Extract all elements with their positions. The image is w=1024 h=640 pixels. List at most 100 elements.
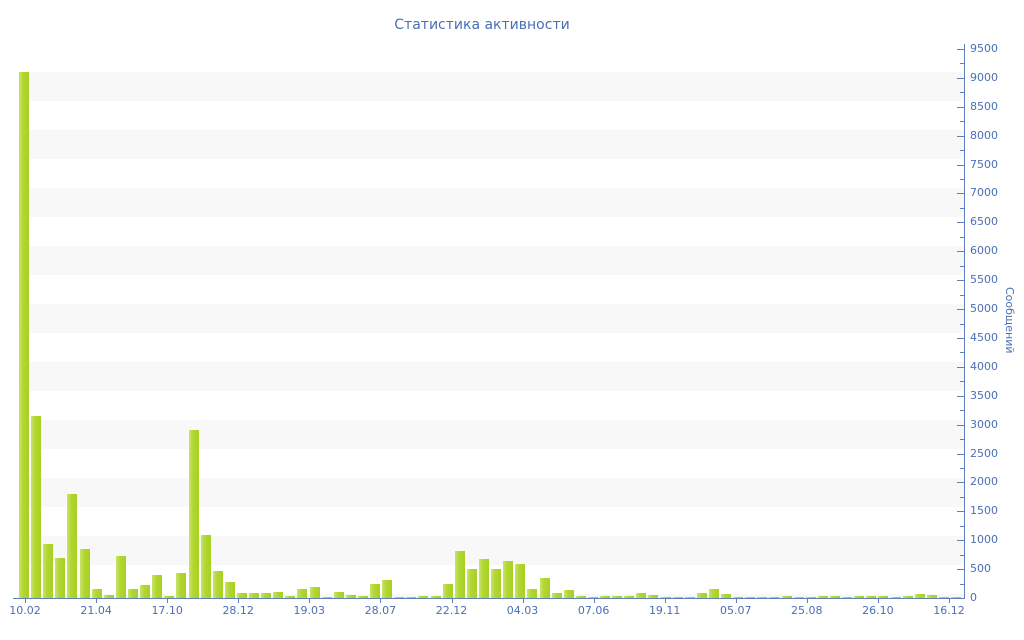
x-tick-label: 04.03 (506, 604, 539, 617)
bar (721, 594, 731, 598)
y-major-tick (957, 540, 964, 541)
x-tick-label: 22.12 (435, 604, 468, 617)
x-tick (309, 599, 311, 603)
bar (31, 416, 42, 598)
bar (587, 597, 598, 598)
bar (345, 595, 356, 598)
x-tick (949, 599, 950, 603)
bar (236, 593, 247, 598)
bar (672, 597, 683, 598)
bar (273, 592, 284, 598)
bar (781, 596, 792, 598)
y-tick-label: 7500 (970, 158, 998, 171)
bar (491, 569, 502, 598)
bar (624, 596, 635, 598)
x-tick-label: 26.10 (862, 604, 894, 617)
y-major-tick (957, 425, 964, 426)
bar (878, 596, 889, 598)
y-minor-tick (960, 410, 964, 411)
bar (926, 595, 937, 598)
y-major-tick (957, 396, 964, 397)
bar (515, 564, 526, 598)
y-minor-tick (960, 295, 964, 296)
x-tick-label: 16.12 (933, 604, 965, 617)
bar (442, 584, 453, 598)
bar (830, 596, 840, 598)
x-tick-label: 19.03 (293, 604, 326, 617)
bar (600, 596, 610, 598)
x-tick (451, 599, 453, 603)
plot-area (18, 43, 964, 598)
bar (309, 587, 320, 598)
x-tick (25, 599, 26, 603)
y-tick-label: 1000 (970, 533, 998, 546)
bar (357, 596, 368, 598)
x-tick-label: 21.04 (80, 604, 112, 617)
y-minor-tick (960, 352, 964, 353)
y-major-tick (957, 107, 964, 108)
bar (212, 571, 223, 598)
x-axis-line (13, 598, 965, 599)
y-major-tick (957, 222, 964, 223)
bar (902, 596, 913, 598)
x-tick (380, 599, 382, 603)
x-tick-label: 07.06 (577, 604, 610, 617)
bar (660, 597, 671, 598)
bar (527, 589, 538, 598)
bar (103, 595, 114, 598)
bar (866, 596, 877, 598)
bar (127, 589, 138, 598)
y-minor-tick (960, 381, 964, 382)
bar (91, 589, 102, 598)
bar (636, 593, 647, 598)
bar (261, 593, 272, 598)
x-tick-label: 17.10 (151, 604, 183, 617)
y-tick-label: 3000 (970, 418, 998, 431)
bar (805, 597, 816, 598)
bar (140, 585, 150, 598)
bar (612, 596, 623, 598)
x-tick-label: 28.07 (364, 604, 397, 617)
y-tick-label: 4000 (970, 360, 998, 373)
y-tick-label: 5500 (970, 273, 998, 286)
bar (733, 597, 744, 598)
chart-title: Статистика активности (394, 17, 570, 33)
x-tick-label: 05.07 (720, 604, 752, 617)
y-major-tick (957, 193, 964, 194)
bar (188, 430, 199, 598)
y-minor-tick (960, 526, 964, 527)
bar (321, 597, 332, 598)
bar (817, 596, 828, 598)
bar (575, 596, 586, 598)
y-major-tick (957, 280, 964, 281)
y-major-tick (957, 251, 964, 252)
bar (249, 593, 259, 598)
bar (454, 551, 465, 598)
bar (539, 578, 550, 598)
x-tick-label: 25.08 (791, 604, 823, 617)
bar (79, 549, 90, 598)
bar (224, 582, 235, 598)
y-minor-tick (960, 121, 964, 122)
y-tick-label: 0 (970, 591, 977, 604)
y-tick-label: 9000 (970, 71, 998, 84)
y-major-tick (957, 309, 964, 310)
y-minor-tick (960, 468, 964, 469)
x-tick-label: 19.11 (648, 604, 681, 617)
x-tick (877, 599, 879, 603)
bar (890, 597, 901, 598)
x-tick-label: 10.02 (9, 604, 41, 617)
bar (951, 597, 961, 598)
y-tick-label: 500 (970, 562, 991, 575)
x-tick (593, 599, 595, 603)
y-major-tick (957, 569, 964, 570)
bar (406, 597, 417, 598)
x-tick-label: 28.12 (222, 604, 254, 617)
bar (503, 561, 514, 598)
x-tick (167, 599, 169, 603)
bar (842, 597, 853, 598)
y-minor-tick (960, 584, 964, 585)
bar (757, 597, 768, 598)
bar (769, 597, 780, 598)
bar (55, 558, 66, 598)
